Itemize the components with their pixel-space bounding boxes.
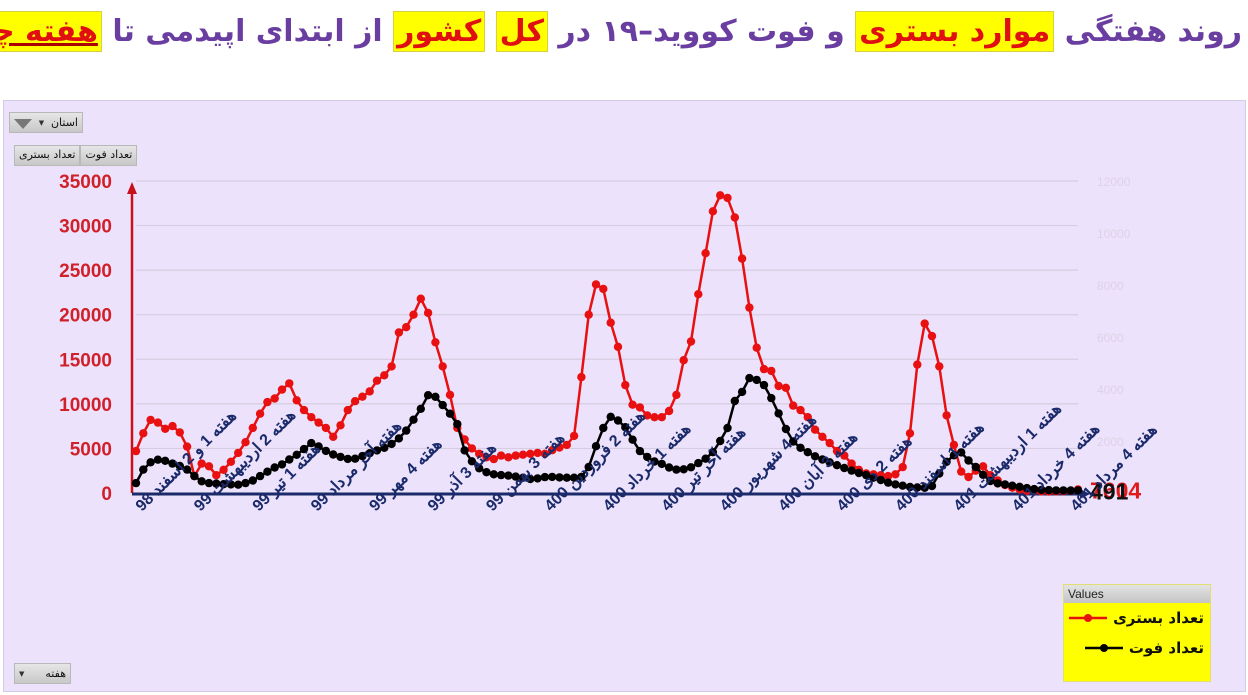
- title-bar: روند هفتگی موارد بستری و فوت کووید–۱۹ در…: [0, 0, 1248, 100]
- legend-item-hospitalized: تعداد بستری: [1064, 603, 1210, 633]
- dropdown-arrow-icon: ▼: [38, 118, 45, 127]
- legend-label-deaths: تعداد فوت: [1128, 639, 1204, 657]
- title-text: از ابتدای اپیدمی تا: [101, 14, 394, 49]
- week-filter-button[interactable]: ▼ هفته: [14, 663, 71, 684]
- page-title: روند هفتگی موارد بستری و فوت کووید–۱۹ در…: [0, 11, 1243, 52]
- title-text: [485, 14, 495, 49]
- value-field-buttons: تعداد بستری تعداد فوت: [14, 145, 138, 166]
- legend-label-hospitalized: تعداد بستری: [1113, 609, 1204, 627]
- week-filter-label: هفته: [45, 667, 66, 680]
- title-text: و فوت کووید–۱۹ در: [547, 14, 856, 49]
- title-highlight: موارد بستری: [855, 11, 1055, 52]
- dropdown-arrow-icon: ▼: [19, 669, 25, 678]
- title-highlight: کشور: [393, 11, 486, 52]
- province-filter-label: استان: [50, 116, 78, 129]
- province-filter-button[interactable]: ▼ استان: [9, 112, 83, 133]
- chart-legend: Values تعداد بستری تعداد فوت: [1063, 584, 1211, 682]
- field-button-hospitalized[interactable]: تعداد بستری: [14, 145, 81, 166]
- black-line-marker-icon: [1084, 644, 1123, 652]
- filter-funnel-icon: [14, 118, 32, 129]
- red-line-marker-icon: [1069, 614, 1108, 622]
- field-button-deaths[interactable]: تعداد فوت: [80, 145, 138, 166]
- title-highlight: هفته چهارم مرداد ماه: [0, 11, 102, 52]
- legend-item-deaths: تعداد فوت: [1064, 633, 1210, 663]
- title-highlight: کل: [495, 11, 548, 52]
- legend-header: Values: [1064, 585, 1210, 603]
- pivot-chart-panel: [3, 100, 1246, 692]
- title-text: روند هفتگی: [1054, 14, 1243, 49]
